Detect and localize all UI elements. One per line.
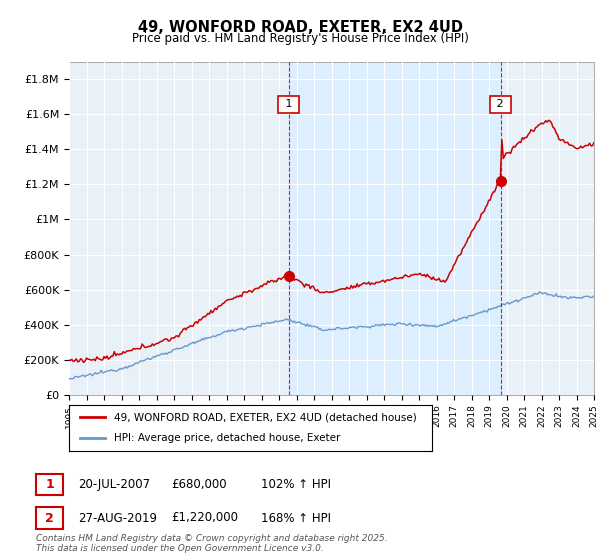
Text: 20-JUL-2007: 20-JUL-2007 [78,478,150,491]
Text: 1: 1 [45,478,54,491]
Text: £1,220,000: £1,220,000 [171,511,238,525]
Text: 49, WONFORD ROAD, EXETER, EX2 4UD (detached house): 49, WONFORD ROAD, EXETER, EX2 4UD (detac… [115,412,417,422]
Text: £680,000: £680,000 [171,478,227,491]
Text: Price paid vs. HM Land Registry's House Price Index (HPI): Price paid vs. HM Land Registry's House … [131,32,469,45]
Text: 27-AUG-2019: 27-AUG-2019 [78,511,157,525]
Bar [289,62,500,395]
Text: HPI: Average price, detached house, Exeter: HPI: Average price, detached house, Exet… [115,433,341,444]
Text: 168% ↑ HPI: 168% ↑ HPI [261,511,331,525]
Text: Contains HM Land Registry data © Crown copyright and database right 2025.
This d: Contains HM Land Registry data © Crown c… [36,534,388,553]
Text: 2: 2 [45,511,54,525]
Text: 102% ↑ HPI: 102% ↑ HPI [261,478,331,491]
Text: 2: 2 [493,99,508,109]
Text: 49, WONFORD ROAD, EXETER, EX2 4UD: 49, WONFORD ROAD, EXETER, EX2 4UD [137,20,463,35]
Text: 1: 1 [281,99,296,109]
